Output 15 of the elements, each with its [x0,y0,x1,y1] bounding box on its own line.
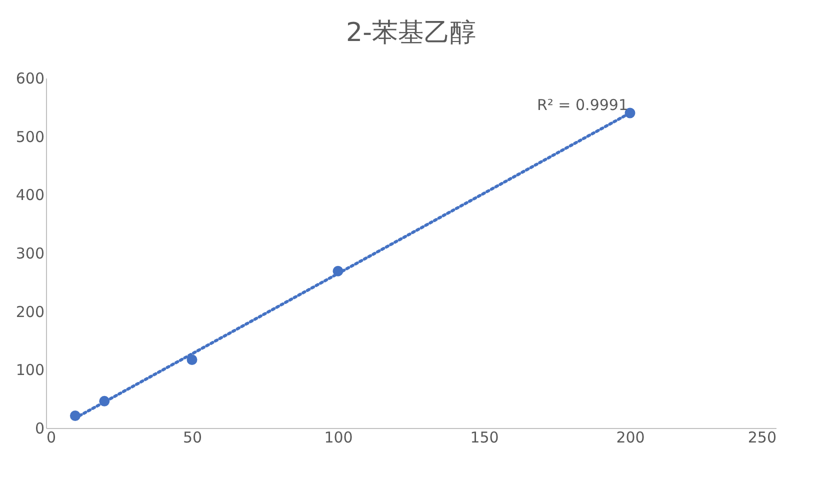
y-tick-label: 200 [16,302,44,321]
y-tick-label: 400 [16,186,44,204]
y-tick-label: 500 [16,128,44,146]
x-tick-label: 100 [324,428,353,446]
point [186,354,198,365]
y-tick-label: 600 [16,70,44,88]
x-tick-label: 150 [470,428,499,446]
x-tick-label: 0 [46,428,56,446]
x-tick-label: 250 [748,428,776,446]
x-tick-label: 50 [182,428,202,446]
y-tick-label: 100 [16,361,44,380]
y-tick-label: 300 [16,244,44,262]
chart-title: 2-苯基乙醇 [346,18,476,48]
annotation: R² = 0.9991 [536,96,628,114]
x-tick-label: 200 [616,428,645,446]
